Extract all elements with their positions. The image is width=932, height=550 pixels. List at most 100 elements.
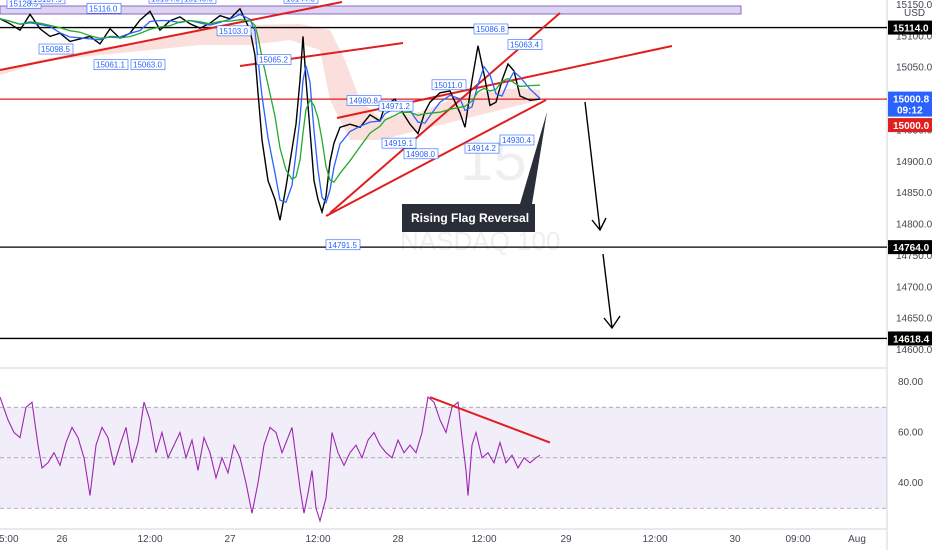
price-axis-tick: 14800.0 — [896, 220, 932, 231]
price-label-text: 15061.1 — [96, 61, 125, 70]
price-label-box — [507, 39, 543, 50]
price-label-box — [148, 0, 184, 4]
price-label: 15140.0 — [181, 0, 217, 4]
price-label-text: 14919.1 — [384, 139, 413, 148]
price-label-box — [431, 79, 467, 91]
price-label-box — [325, 239, 361, 251]
price-label: 15063.0 — [130, 59, 166, 71]
price-axis-tick: 15050.0 — [896, 63, 932, 74]
price-label-text: 15065.2 — [259, 56, 288, 65]
price-label: 15103.0 — [216, 25, 252, 37]
time-axis-tick: 29 — [560, 534, 572, 545]
price-label: 15098.5 — [38, 43, 74, 55]
time-axis-tick: 27 — [224, 534, 236, 545]
time-axis-tick: 30 — [729, 534, 741, 545]
currency-label: USD — [904, 8, 925, 19]
price-label-text: 15140.0 — [184, 0, 213, 3]
last-price-box — [888, 91, 932, 106]
price-label-box — [499, 134, 535, 146]
countdown-box — [888, 103, 932, 117]
countdown-text: 09:12 — [897, 106, 923, 117]
price-label-box — [346, 95, 382, 106]
price-axis-tick: 14650.0 — [896, 314, 932, 325]
price-label: 14919.1 — [381, 137, 417, 149]
price-label-text: 15144.0 — [286, 0, 315, 3]
rsi-axis-tick: 60.00 — [898, 428, 923, 439]
price-label: 15116.0 — [86, 2, 122, 14]
level-14764-text: 14764.0 — [893, 243, 930, 254]
price-label-text: 14930.4 — [502, 136, 531, 145]
time-axis-tick: 26 — [56, 534, 68, 545]
price-label-box — [381, 137, 417, 149]
price-label-box — [30, 0, 66, 5]
time-axis-tick: 12:00 — [642, 534, 667, 545]
price-label: 15065.2 — [256, 54, 292, 66]
annotation-callout[interactable]: Rising Flag Reversal — [402, 112, 547, 232]
level-14764-box — [888, 240, 932, 255]
price-label: 14908.0 — [403, 148, 439, 160]
fast-ma-line — [0, 13, 541, 204]
time-axis-tick: 09:00 — [785, 534, 810, 545]
price-label-box — [86, 2, 122, 14]
price-axis-tick: 15100.0 — [896, 31, 932, 42]
price-label-box — [130, 59, 166, 71]
price-label: 15086.8 — [473, 23, 509, 35]
price-label-text: 15128.5 — [9, 0, 38, 8]
price-label-text: 15011.0 — [434, 81, 463, 90]
price-label-text: 15137.9 — [33, 0, 62, 4]
time-axis-tick: 25:00 — [0, 534, 19, 545]
price-label: 15063.4 — [507, 39, 543, 50]
price-label-box — [283, 0, 319, 4]
price-label: 14971.2 — [378, 100, 414, 112]
price-axis-tick: 14750.0 — [896, 251, 932, 262]
level-15114-box — [888, 20, 932, 35]
price-label-text: 14791.5 — [328, 241, 357, 250]
level-15000-box — [888, 118, 932, 133]
price-label: 14930.4 — [499, 134, 535, 146]
price-axis-tick: 14700.0 — [896, 282, 932, 293]
resistance-zone[interactable] — [0, 5, 742, 15]
level-14618-text: 14618.4 — [893, 334, 930, 345]
time-axis-tick: Aug — [848, 534, 866, 545]
price-label-text: 14914.2 — [467, 144, 496, 153]
price-label-text: 15103.0 — [219, 27, 248, 36]
price-axis-tick: 14900.0 — [896, 157, 932, 168]
time-axis-tick: 28 — [392, 534, 404, 545]
price-label-box — [378, 100, 414, 112]
time-axis-tick: 12:00 — [137, 534, 162, 545]
time-axis-tick: 12:00 — [471, 534, 496, 545]
price-label: 15154.0 — [148, 0, 184, 4]
price-panel[interactable] — [0, 0, 887, 365]
level-15000-text: 15000.0 — [893, 121, 930, 132]
rsi-axis-tick: 40.00 — [898, 478, 923, 489]
price-label-box — [403, 148, 439, 160]
price-label-text: 14980.8 — [349, 96, 378, 105]
price-label-box — [256, 54, 292, 66]
price-label: 14791.5 — [325, 239, 361, 251]
price-label: 15144.0 — [283, 0, 319, 4]
price-label-box — [38, 43, 74, 55]
level-15114-text: 15114.0 — [893, 24, 929, 35]
price-label: 14914.2 — [464, 142, 500, 154]
price-label-text: 15098.5 — [41, 45, 70, 54]
price-axis-tick: 14600.0 — [896, 345, 932, 356]
price-label-text: 15063.4 — [510, 41, 539, 50]
projection-arrows — [584, 101, 621, 330]
price-axis-tick: 14850.0 — [896, 188, 932, 199]
last-price-text: 15000.8 — [893, 95, 930, 106]
price-label-text: 15116.0 — [89, 4, 118, 13]
level-14618-box — [888, 331, 932, 346]
price-label-box — [473, 23, 509, 35]
rsi-panel[interactable] — [0, 372, 887, 529]
time-axis-tick: 12:00 — [305, 534, 330, 545]
price-axis-tick: 15150.0 — [896, 0, 932, 11]
annotation-text: Rising Flag Reversal — [411, 211, 529, 225]
rsi-trendline[interactable] — [429, 396, 551, 444]
price-label-box — [216, 25, 252, 37]
price-label: 15061.1 — [93, 59, 129, 71]
price-label: 15011.0 — [431, 79, 467, 91]
trendline[interactable] — [0, 1, 343, 71]
price-label-text: 15086.8 — [476, 25, 505, 34]
rsi-axis-tick: 80.00 — [898, 377, 923, 388]
